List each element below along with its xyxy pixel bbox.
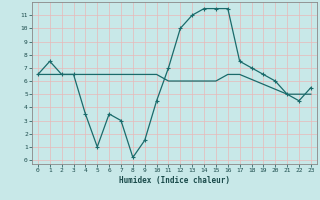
X-axis label: Humidex (Indice chaleur): Humidex (Indice chaleur) — [119, 176, 230, 185]
